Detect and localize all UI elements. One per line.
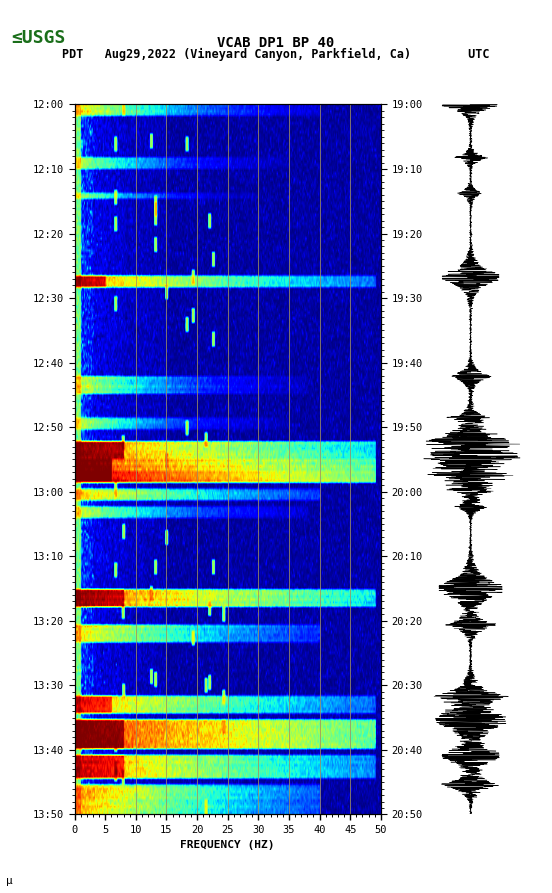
- Text: VCAB DP1 BP 40: VCAB DP1 BP 40: [217, 36, 335, 50]
- Text: μ: μ: [6, 876, 12, 886]
- X-axis label: FREQUENCY (HZ): FREQUENCY (HZ): [181, 840, 275, 850]
- Text: ≤USGS: ≤USGS: [11, 29, 66, 47]
- Text: PDT   Aug29,2022 (Vineyard Canyon, Parkfield, Ca)        UTC: PDT Aug29,2022 (Vineyard Canyon, Parkfie…: [62, 48, 490, 62]
